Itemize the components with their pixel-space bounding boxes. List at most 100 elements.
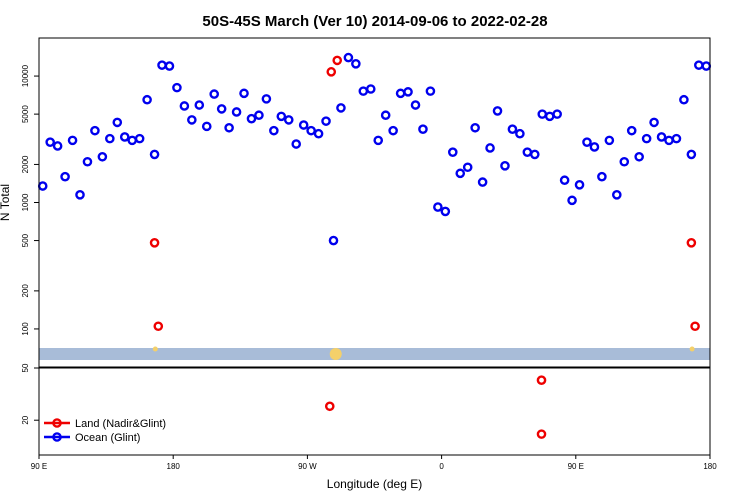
data-point bbox=[105, 133, 115, 144]
data-point bbox=[656, 132, 667, 142]
legend-label: Ocean (Glint) bbox=[75, 432, 140, 444]
data-point bbox=[97, 151, 108, 162]
data-point bbox=[373, 135, 384, 146]
data-point bbox=[321, 116, 331, 126]
data-point bbox=[455, 168, 466, 179]
data-point bbox=[529, 149, 540, 160]
y-axis-label: N Total bbox=[0, 184, 12, 221]
data-point bbox=[119, 132, 130, 142]
data-point bbox=[52, 141, 63, 151]
bottom-data-points bbox=[324, 375, 547, 439]
data-point bbox=[619, 156, 630, 167]
data-point bbox=[261, 94, 272, 104]
data-point bbox=[447, 147, 458, 157]
x-axis: 90 E 180 90 W 0 90 E 180 bbox=[31, 455, 717, 471]
data-point bbox=[201, 121, 212, 132]
data-point bbox=[544, 111, 555, 122]
data-point bbox=[60, 171, 70, 182]
data-point bbox=[671, 133, 682, 144]
data-point bbox=[388, 125, 398, 136]
data-point bbox=[664, 135, 674, 146]
y-tick-label: 20 bbox=[21, 415, 30, 424]
y-tick-label: 10000 bbox=[21, 64, 30, 87]
y-tick-label: 100 bbox=[21, 322, 30, 336]
data-point bbox=[686, 238, 697, 248]
data-point bbox=[485, 143, 495, 153]
x-axis-label: Longitude (deg E) bbox=[327, 477, 422, 491]
data-point bbox=[536, 429, 547, 439]
data-point bbox=[239, 88, 249, 99]
data-point bbox=[679, 94, 689, 105]
data-point bbox=[515, 128, 525, 139]
data-point bbox=[142, 94, 152, 105]
x-tick-label: 0 bbox=[439, 462, 444, 471]
data-point bbox=[269, 125, 279, 136]
data-point bbox=[351, 59, 361, 69]
top-panel: 100 200 500 1000 2000 5000 10000 bbox=[21, 37, 712, 368]
data-point bbox=[582, 137, 592, 147]
band-marker bbox=[329, 348, 342, 360]
data-point bbox=[45, 137, 55, 147]
data-point bbox=[500, 161, 510, 171]
data-point bbox=[291, 139, 302, 149]
data-point bbox=[604, 135, 615, 146]
x-tick-label: 90 E bbox=[568, 462, 584, 471]
data-point bbox=[507, 124, 518, 134]
data-point bbox=[254, 110, 264, 121]
data-point bbox=[164, 61, 175, 71]
top-data-points bbox=[37, 52, 712, 332]
band-marker bbox=[689, 346, 695, 352]
data-point bbox=[649, 117, 659, 128]
bottom-panel-frame bbox=[38, 367, 711, 456]
data-point bbox=[127, 135, 137, 146]
chart-title: 50S-45S March (Ver 10) 2014-09-06 to 202… bbox=[202, 13, 547, 30]
data-point bbox=[157, 60, 167, 70]
data-point bbox=[462, 162, 473, 173]
x-tick-label: 180 bbox=[167, 462, 181, 471]
data-point bbox=[395, 88, 406, 99]
data-point bbox=[67, 135, 78, 146]
data-point bbox=[358, 86, 369, 96]
data-point bbox=[589, 142, 600, 152]
data-point bbox=[690, 321, 700, 332]
data-point bbox=[332, 55, 343, 66]
band-marker bbox=[152, 346, 158, 352]
ocean-band bbox=[39, 348, 710, 360]
data-point bbox=[326, 67, 337, 77]
data-point bbox=[153, 321, 164, 332]
data-point bbox=[686, 149, 697, 160]
data-point bbox=[552, 109, 562, 119]
x-tick-label: 90 W bbox=[298, 462, 317, 471]
data-point bbox=[522, 147, 533, 157]
y-tick-label: 500 bbox=[21, 233, 30, 247]
data-point bbox=[403, 87, 413, 97]
data-point bbox=[641, 133, 652, 144]
data-point bbox=[328, 235, 339, 246]
x-tick-label: 90 E bbox=[31, 462, 47, 471]
legend-marker bbox=[52, 418, 62, 428]
y-tick-label: 50 bbox=[21, 363, 30, 372]
data-point bbox=[149, 238, 160, 248]
data-point bbox=[209, 89, 220, 99]
data-point bbox=[567, 195, 577, 206]
y-tick-label: 200 bbox=[21, 284, 30, 298]
data-point bbox=[536, 375, 547, 385]
data-point bbox=[172, 82, 182, 93]
legend: Land (Nadir&Glint) Ocean (Glint) bbox=[44, 418, 166, 444]
data-point bbox=[194, 100, 205, 110]
data-point bbox=[149, 149, 160, 160]
data-point bbox=[90, 125, 100, 136]
data-point bbox=[634, 151, 644, 162]
data-point bbox=[134, 133, 145, 144]
data-point bbox=[187, 115, 197, 125]
top-y-axis: 100 200 500 1000 2000 5000 10000 bbox=[21, 64, 39, 336]
data-point bbox=[492, 106, 503, 116]
top-panel-frame bbox=[38, 37, 711, 368]
data-point bbox=[343, 52, 354, 63]
data-point bbox=[313, 128, 324, 139]
data-point bbox=[216, 104, 227, 114]
y-tick-label: 2000 bbox=[21, 155, 30, 173]
